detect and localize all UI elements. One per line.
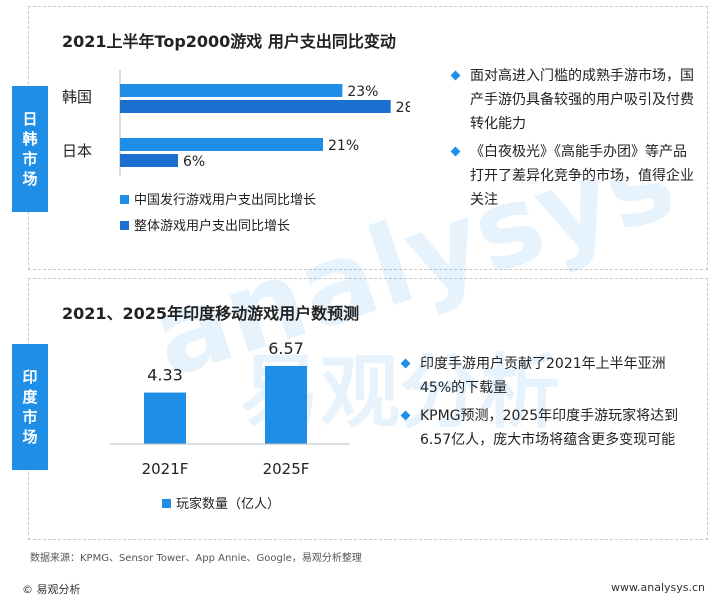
bar bbox=[120, 84, 343, 97]
tab-char: 印 bbox=[22, 368, 38, 386]
bottom-bullets: 印度手游用户贡献了2021年上半年亚洲45%的下载量 KPMG预测，2025年印… bbox=[400, 352, 695, 456]
category-label: 日本 bbox=[62, 142, 92, 160]
legend-label: 玩家数量（亿人） bbox=[176, 496, 280, 512]
bullet-item: 印度手游用户贡献了2021年上半年亚洲45%的下载量 bbox=[400, 352, 695, 400]
tab-char: 场 bbox=[22, 428, 38, 446]
category-label: 2021F bbox=[142, 460, 189, 478]
data-label: 6.57 bbox=[268, 340, 304, 358]
bottom-chart-title: 2021、2025年印度移动游戏用户数预测 bbox=[62, 304, 360, 323]
legend-label: 整体游戏用户支出同比增长 bbox=[134, 218, 290, 234]
bar bbox=[265, 365, 307, 444]
legend-label: 中国发行游戏用户支出同比增长 bbox=[134, 192, 316, 208]
tab-char: 韩 bbox=[22, 130, 38, 148]
bullet-item: 《白夜极光》《高能手办团》等产品打开了差异化竞争的市场，值得企业关注 bbox=[450, 140, 695, 212]
website-url: www.analysys.cn bbox=[611, 581, 705, 594]
india-players-chart: 4.33 2021F 6.57 2025F 玩家数量（亿人） bbox=[110, 340, 350, 512]
bar bbox=[120, 138, 323, 151]
tab-char: 日 bbox=[22, 110, 38, 128]
data-label: 4.33 bbox=[147, 366, 183, 385]
india-market-tab: 印 度 市 场 bbox=[12, 344, 48, 470]
bar bbox=[120, 100, 391, 113]
source-note: 数据来源：KPMG、Sensor Tower、App Annie、Google，… bbox=[30, 553, 362, 564]
tab-char: 市 bbox=[22, 150, 38, 168]
top-bullets: 面对高进入门槛的成熟手游市场，国产手游仍具备较强的用户吸引及付费转化能力 《白夜… bbox=[450, 64, 695, 216]
japan-korea-market-tab: 日 韩 市 场 bbox=[12, 86, 48, 212]
bar bbox=[120, 154, 178, 167]
tab-char: 市 bbox=[22, 408, 38, 426]
tab-char: 场 bbox=[22, 170, 38, 188]
category-label: 2025F bbox=[263, 460, 310, 478]
data-label: 6% bbox=[183, 154, 205, 170]
spending-growth-chart: 韩国 23% 28% 日本 21% 6% 中国发行游戏用户支出同比增长整体游戏用户支出同比增… bbox=[62, 70, 410, 234]
legend-swatch bbox=[120, 221, 129, 230]
tab-char: 度 bbox=[22, 388, 38, 406]
data-label: 21% bbox=[328, 138, 359, 154]
data-label: 23% bbox=[347, 84, 378, 100]
bullet-item: KPMG预测，2025年印度手游玩家将达到6.57亿人，庞大市场将蕴含更多变现可… bbox=[400, 404, 695, 452]
bullet-item: 面对高进入门槛的成熟手游市场，国产手游仍具备较强的用户吸引及付费转化能力 bbox=[450, 64, 695, 136]
legend-swatch bbox=[120, 195, 129, 204]
bar bbox=[144, 392, 186, 444]
copyright: © 易观分析 bbox=[22, 583, 81, 596]
top-chart-title: 2021上半年Top2000游戏 用户支出同比变动 bbox=[62, 32, 396, 51]
legend-swatch bbox=[162, 499, 171, 508]
data-label: 28% bbox=[396, 100, 410, 116]
category-label: 韩国 bbox=[62, 88, 92, 106]
